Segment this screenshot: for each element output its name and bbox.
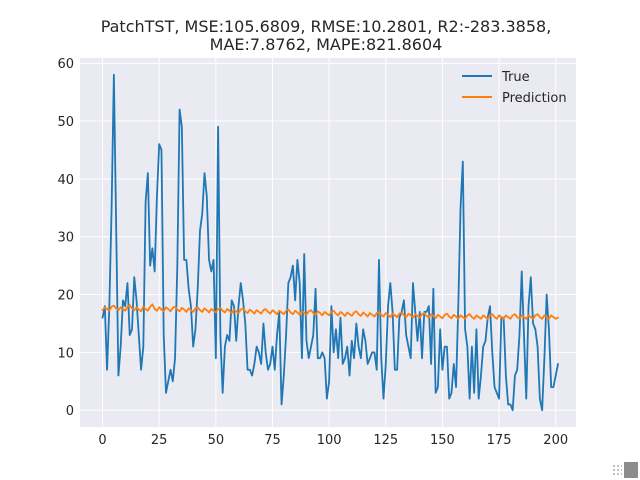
x-tick-label: 50 <box>208 433 225 448</box>
plot-area <box>80 58 576 427</box>
series-line-true <box>101 73 559 412</box>
x-tick-label: 125 <box>373 433 398 448</box>
x-tick-label: 100 <box>317 433 342 448</box>
x-tick-label: 200 <box>543 433 568 448</box>
y-tick-label: 10 <box>57 346 74 361</box>
legend: True Prediction <box>462 70 567 106</box>
y-tick-label: 40 <box>57 173 74 188</box>
y-tick-label: 50 <box>57 115 74 130</box>
y-tick-label: 30 <box>57 231 74 246</box>
chart-title-line-2: MAE:7.8762, MAPE:821.8604 <box>210 35 443 54</box>
resize-grip-icon <box>612 462 638 478</box>
legend-label-prediction: Prediction <box>502 91 567 106</box>
series <box>101 73 559 412</box>
tick-labels: 0 25 50 75 100 125 150 175 200 0 10 20 30 40 50 60 <box>57 57 568 448</box>
y-tick-label: 0 <box>66 404 74 419</box>
y-tick-label: 60 <box>57 57 74 72</box>
x-tick-label: 0 <box>98 433 106 448</box>
x-tick-label: 175 <box>487 433 512 448</box>
chart-title-line-1: PatchTST, MSE:105.6809, RMSE:10.2801, R2… <box>101 17 552 36</box>
legend-label-true: True <box>501 70 530 85</box>
x-tick-label: 75 <box>264 433 281 448</box>
x-tick-label: 150 <box>430 433 455 448</box>
x-tick-label: 25 <box>151 433 168 448</box>
series-line-prediction <box>101 303 559 320</box>
y-tick-label: 20 <box>57 289 74 304</box>
